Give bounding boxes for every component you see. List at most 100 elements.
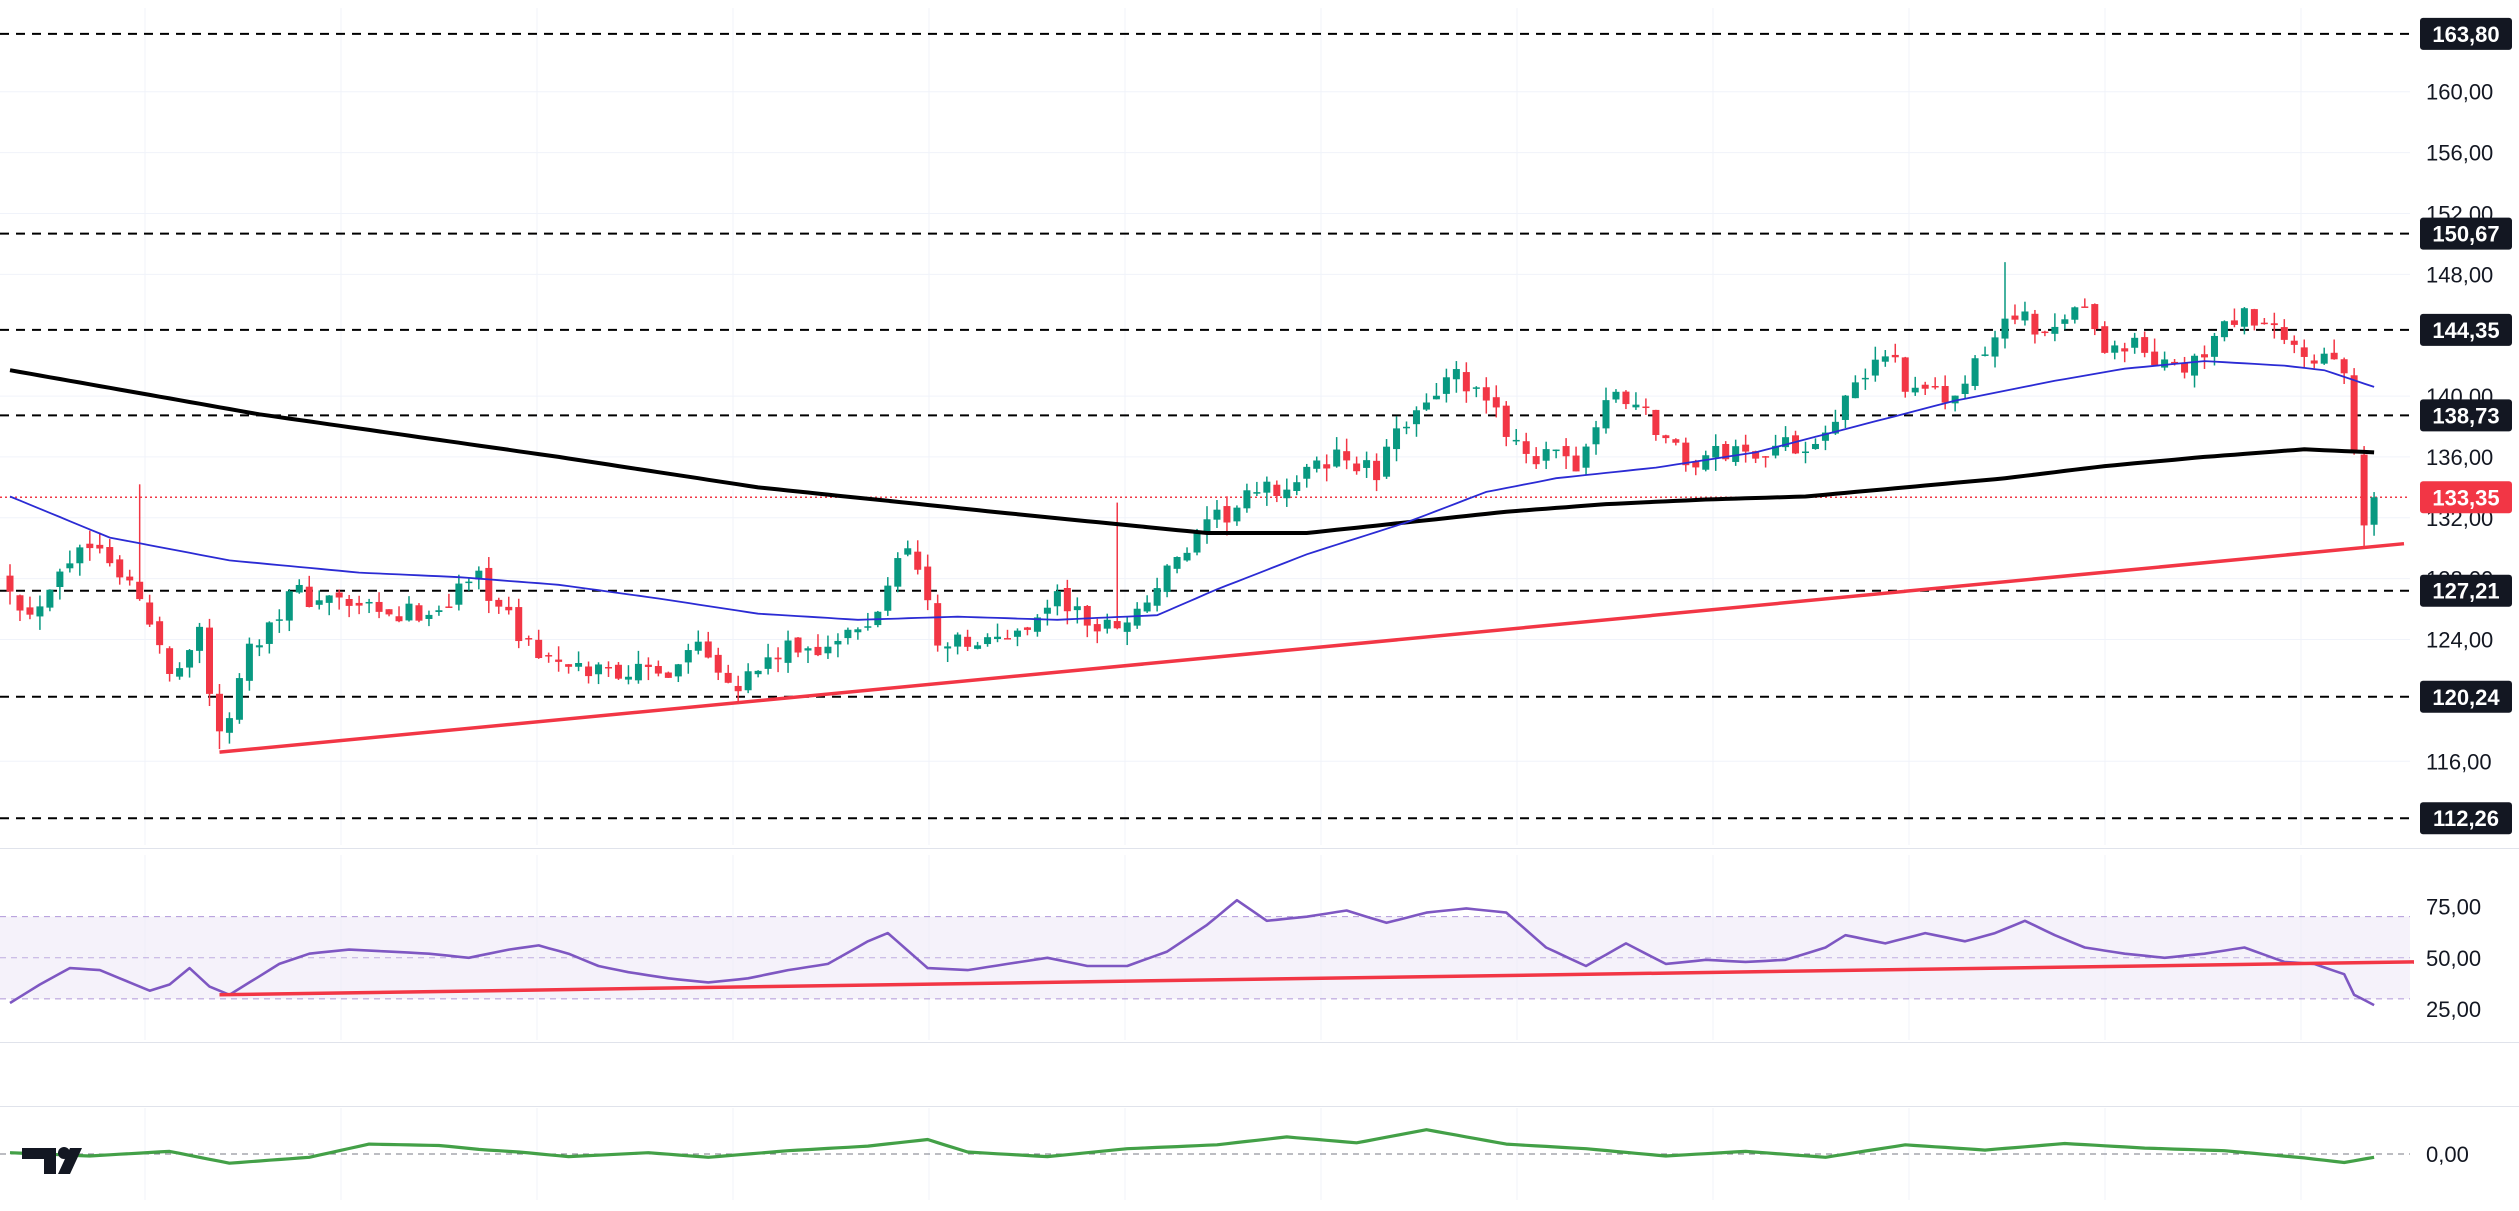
- candle[interactable]: [974, 641, 982, 650]
- candle[interactable]: [1353, 456, 1361, 475]
- candle[interactable]: [2210, 332, 2218, 366]
- candle[interactable]: [1393, 416, 1401, 462]
- candle[interactable]: [1572, 446, 1580, 472]
- candle[interactable]: [2260, 317, 2268, 325]
- candle[interactable]: [1293, 475, 1301, 496]
- candle[interactable]: [1043, 599, 1051, 626]
- candle[interactable]: [924, 554, 932, 611]
- candle[interactable]: [505, 596, 513, 615]
- candle[interactable]: [1233, 505, 1241, 526]
- candle[interactable]: [525, 635, 533, 646]
- candle[interactable]: [1472, 386, 1480, 398]
- candle[interactable]: [235, 673, 243, 724]
- candle[interactable]: [754, 670, 762, 678]
- candle[interactable]: [1333, 437, 1341, 468]
- candle[interactable]: [1173, 556, 1181, 574]
- candle[interactable]: [2021, 301, 2029, 326]
- candle[interactable]: [834, 633, 842, 658]
- candle[interactable]: [545, 652, 553, 663]
- candle[interactable]: [275, 609, 283, 633]
- candle[interactable]: [1004, 629, 1011, 640]
- candle[interactable]: [1682, 437, 1690, 472]
- candle[interactable]: [2270, 312, 2278, 339]
- candle[interactable]: [994, 623, 1002, 643]
- candle[interactable]: [784, 630, 792, 673]
- candle[interactable]: [1841, 394, 1849, 429]
- ma-slow-line[interactable]: [9, 368, 2375, 535]
- candle[interactable]: [176, 662, 184, 680]
- candle[interactable]: [854, 627, 862, 640]
- level-badge[interactable]: 144,35: [2420, 313, 2512, 346]
- candle[interactable]: [575, 651, 583, 672]
- candle[interactable]: [1263, 476, 1271, 506]
- candle[interactable]: [1203, 506, 1211, 544]
- candle[interactable]: [1093, 618, 1101, 644]
- candle[interactable]: [2300, 339, 2308, 368]
- oscillator-line[interactable]: [9, 898, 2375, 1007]
- candle[interactable]: [1672, 438, 1680, 446]
- candle[interactable]: [1881, 350, 1889, 367]
- candle[interactable]: [1831, 409, 1839, 435]
- candle[interactable]: [934, 594, 942, 652]
- level-badge[interactable]: 163,80: [2420, 17, 2512, 50]
- candle[interactable]: [954, 632, 962, 655]
- candle[interactable]: [555, 646, 563, 672]
- candle[interactable]: [1343, 438, 1351, 470]
- candle[interactable]: [2151, 338, 2159, 366]
- candle[interactable]: [325, 595, 333, 616]
- candle[interactable]: [1632, 392, 1640, 410]
- candle[interactable]: [375, 592, 383, 619]
- candle[interactable]: [1053, 584, 1061, 616]
- candle[interactable]: [1891, 343, 1899, 363]
- candle[interactable]: [2370, 492, 2378, 536]
- candle[interactable]: [674, 663, 682, 683]
- level-badge[interactable]: 150,67: [2420, 217, 2512, 250]
- candle[interactable]: [864, 612, 872, 631]
- candle[interactable]: [1961, 375, 1969, 399]
- candle[interactable]: [156, 616, 164, 654]
- candle[interactable]: [894, 552, 902, 593]
- candle[interactable]: [1323, 454, 1331, 482]
- candle[interactable]: [1063, 579, 1071, 625]
- candle[interactable]: [535, 629, 543, 659]
- candle[interactable]: [644, 657, 652, 681]
- candle[interactable]: [764, 643, 772, 675]
- candle[interactable]: [2041, 330, 2049, 337]
- candle[interactable]: [1762, 456, 1770, 468]
- candle[interactable]: [1492, 385, 1500, 418]
- candle[interactable]: [1213, 500, 1221, 528]
- candle[interactable]: [2340, 357, 2348, 384]
- candle[interactable]: [365, 598, 373, 614]
- candle[interactable]: [225, 712, 233, 744]
- candle[interactable]: [2051, 313, 2059, 342]
- candle[interactable]: [565, 664, 573, 674]
- level-badge[interactable]: 138,73: [2420, 399, 2512, 432]
- candle[interactable]: [914, 540, 922, 575]
- candle[interactable]: [1273, 480, 1281, 503]
- candle[interactable]: [1782, 426, 1790, 451]
- candle[interactable]: [515, 598, 523, 649]
- candle[interactable]: [56, 568, 64, 600]
- candle[interactable]: [265, 621, 273, 654]
- candle[interactable]: [186, 649, 194, 678]
- candle[interactable]: [1702, 450, 1710, 472]
- candle[interactable]: [844, 627, 852, 645]
- candle[interactable]: [2350, 368, 2358, 455]
- candle[interactable]: [2061, 314, 2069, 330]
- support-trendline[interactable]: [219, 541, 2405, 754]
- candle[interactable]: [445, 593, 453, 608]
- candle[interactable]: [335, 589, 343, 610]
- candle[interactable]: [944, 642, 952, 663]
- candle[interactable]: [1802, 441, 1809, 464]
- candle[interactable]: [964, 629, 972, 652]
- candle[interactable]: [2201, 345, 2208, 369]
- candle[interactable]: [2310, 354, 2318, 369]
- candle[interactable]: [116, 555, 124, 585]
- candle[interactable]: [1622, 390, 1630, 410]
- price-panel[interactable]: [0, 8, 2410, 1200]
- candle[interactable]: [415, 603, 423, 623]
- candle[interactable]: [605, 661, 612, 677]
- candle[interactable]: [694, 630, 702, 655]
- candle[interactable]: [66, 550, 74, 573]
- candle[interactable]: [86, 530, 94, 561]
